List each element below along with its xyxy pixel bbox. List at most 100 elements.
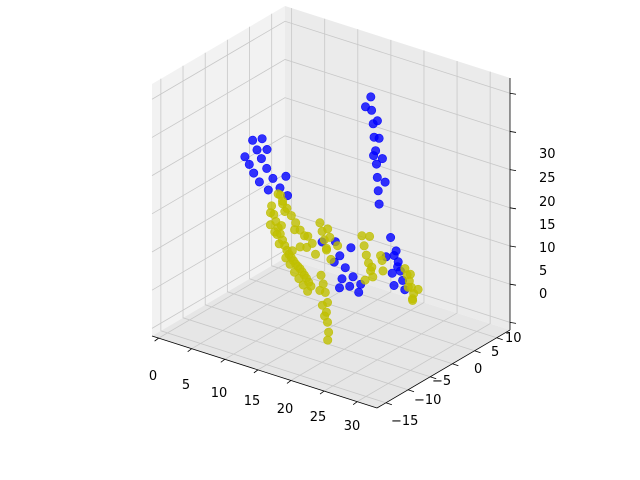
point-yellow xyxy=(320,311,330,321)
point-yellow xyxy=(285,259,295,269)
point-yellow xyxy=(333,241,343,251)
grid-line-z xyxy=(151,59,511,138)
grid-line-y xyxy=(249,26,475,352)
grid-line-x xyxy=(191,18,326,350)
point-blue xyxy=(366,92,376,102)
point-yellow xyxy=(403,282,413,292)
point-blue xyxy=(334,283,344,293)
point-yellow xyxy=(277,196,287,206)
point-yellow xyxy=(405,269,415,279)
z-tick-label: 30 xyxy=(539,147,556,162)
z-tick-label: 0 xyxy=(539,287,547,302)
z-tick-mark xyxy=(509,92,517,95)
left-pane xyxy=(152,6,285,336)
point-yellow xyxy=(315,218,325,228)
z-tick-mark xyxy=(509,169,517,172)
point-yellow xyxy=(295,242,305,252)
tick-marks xyxy=(154,92,517,406)
point-yellow xyxy=(286,211,296,221)
point-blue xyxy=(262,163,272,173)
point-blue xyxy=(256,154,266,164)
x-tick-label: 0 xyxy=(149,369,157,384)
point-yellow xyxy=(316,270,326,280)
point-blue xyxy=(257,134,267,144)
z-tick-label: 15 xyxy=(539,218,556,233)
point-yellow xyxy=(265,220,275,230)
grid-line-x xyxy=(323,61,458,392)
z-tick-label: 20 xyxy=(539,195,556,210)
back-pane xyxy=(285,6,510,330)
point-yellow xyxy=(272,230,282,240)
point-blue xyxy=(354,287,364,297)
grid-line-x xyxy=(356,71,491,402)
point-blue xyxy=(281,171,291,181)
point-yellow xyxy=(294,274,304,284)
point-yellow xyxy=(408,295,418,305)
point-yellow xyxy=(377,255,387,265)
y-tick-mark xyxy=(452,363,459,367)
y-tick-label: −10 xyxy=(414,393,441,408)
grid-line-x xyxy=(257,39,392,371)
z-tick-label: 10 xyxy=(539,241,556,256)
point-yellow xyxy=(290,225,300,235)
x-tick-mark xyxy=(253,369,259,374)
z-tick-label: 5 xyxy=(539,264,547,279)
z-tick-label: 25 xyxy=(539,171,556,186)
point-yellow xyxy=(273,189,283,199)
y-tick-mark xyxy=(474,350,481,354)
point-blue xyxy=(248,135,258,145)
y-tick-label: −5 xyxy=(432,374,451,389)
point-yellow xyxy=(359,241,369,251)
x-tick-label: 15 xyxy=(244,394,261,409)
point-yellow xyxy=(365,231,375,241)
x-tick-label: 30 xyxy=(344,419,361,434)
point-yellow xyxy=(325,232,335,242)
point-yellow xyxy=(378,266,388,276)
x-tick-label: 25 xyxy=(310,410,327,425)
x-tick-mark xyxy=(154,337,159,342)
point-blue xyxy=(346,243,356,253)
y-tick-mark xyxy=(496,337,503,341)
point-yellow xyxy=(317,300,327,310)
z-tick-mark xyxy=(509,245,517,248)
axis-panes xyxy=(152,6,510,408)
x-tick-mark xyxy=(187,348,192,353)
z-tick-mark xyxy=(509,283,517,286)
y-tick-mark xyxy=(430,376,437,380)
y-axis-line xyxy=(376,329,511,409)
point-blue xyxy=(249,168,259,178)
x-tick-mark xyxy=(220,358,226,363)
point-yellow xyxy=(281,253,291,263)
y-tick-label: 0 xyxy=(474,362,482,377)
point-yellow xyxy=(361,250,371,260)
point-yellow xyxy=(310,249,320,259)
point-yellow xyxy=(303,286,313,296)
point-blue xyxy=(371,159,381,169)
point-blue xyxy=(244,159,254,169)
point-yellow xyxy=(303,231,313,241)
point-blue xyxy=(369,151,379,161)
point-blue xyxy=(374,199,384,209)
point-blue xyxy=(262,145,272,155)
point-yellow xyxy=(367,262,377,272)
point-blue xyxy=(372,172,382,182)
point-blue xyxy=(360,102,370,112)
point-yellow xyxy=(265,208,275,218)
axis-lines xyxy=(151,78,511,409)
x-tick-mark xyxy=(319,390,325,395)
point-blue xyxy=(252,145,262,155)
x-tick-mark xyxy=(352,401,358,405)
x-axis-line xyxy=(151,335,378,409)
scatter-points xyxy=(240,92,423,345)
point-yellow xyxy=(326,254,336,264)
point-yellow xyxy=(298,280,308,290)
point-blue xyxy=(387,268,397,278)
point-yellow xyxy=(324,327,334,337)
y-tick-mark xyxy=(407,389,415,393)
point-yellow xyxy=(368,272,378,282)
x-tick-label: 10 xyxy=(211,386,228,401)
point-yellow xyxy=(287,246,297,256)
point-yellow xyxy=(323,335,333,345)
point-blue xyxy=(254,177,264,187)
